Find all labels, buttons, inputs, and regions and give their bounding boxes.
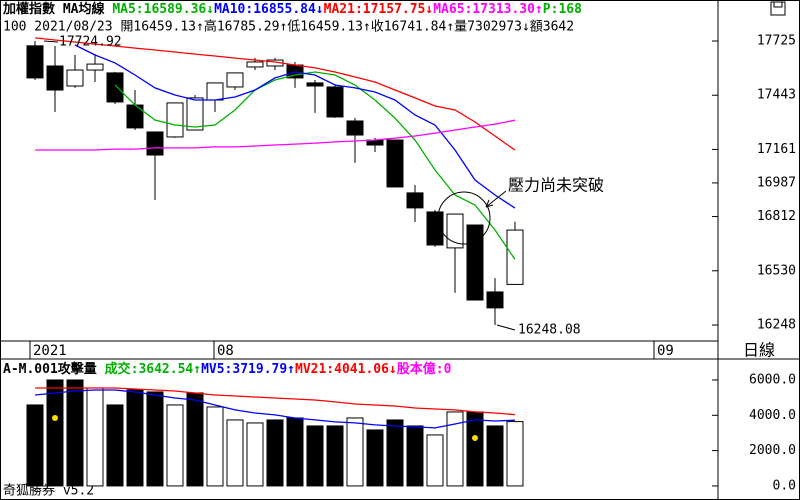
candle-body xyxy=(486,291,504,309)
candle-body xyxy=(206,82,224,101)
candle-body xyxy=(46,65,64,91)
footer: 奇狐勝券 v5.2 xyxy=(3,483,94,499)
candle-body xyxy=(66,69,84,87)
ma-line xyxy=(34,389,516,429)
candle-body xyxy=(246,61,264,68)
volume-bar xyxy=(186,392,204,487)
volume-header: A-M.001攻擊量 成交:3642.54↑MV5:3719.79↑MV21:4… xyxy=(3,361,452,377)
annotation-leader xyxy=(43,40,59,43)
header-line1: 加權指數 MA均線 MA5:16589.36↓MA10:16855.84↓MA2… xyxy=(2,1,582,17)
annotation-leader xyxy=(496,324,516,331)
header-item: A-M.001攻擊量 xyxy=(3,361,105,377)
y-tick-label: 16987 xyxy=(757,175,796,190)
candle-body xyxy=(306,82,324,87)
y-tick-label: 16248 xyxy=(757,318,796,333)
candle-body xyxy=(506,229,524,285)
header-item: MA5:16589.36↓ xyxy=(112,2,214,17)
candle-body xyxy=(346,120,364,136)
y-tick-label: 17443 xyxy=(757,88,796,103)
header-item: 加權指數 MA均線 xyxy=(2,1,112,17)
save-icon-inner xyxy=(773,1,783,8)
y-tick-label: 2000.0 xyxy=(749,443,796,458)
candle-body xyxy=(466,224,484,301)
ma-line xyxy=(35,119,516,151)
candle-body xyxy=(426,211,444,246)
y-tick-label: 16812 xyxy=(757,209,796,224)
annotation-circle xyxy=(437,191,491,245)
header-item: 股本億:0 xyxy=(397,361,452,377)
header-item: MA21:17157.75↓ xyxy=(324,2,434,17)
candle-body xyxy=(146,131,164,156)
volume-bar xyxy=(166,404,184,487)
candle-body xyxy=(326,86,344,118)
volume-bar xyxy=(66,379,84,487)
volume-bar xyxy=(366,429,384,487)
candle-body xyxy=(166,102,184,138)
annotation: 17724.92 xyxy=(59,35,122,50)
candle-body xyxy=(446,213,464,249)
header-item: 成交:3642.54↑ xyxy=(105,361,201,377)
period-label: 日線 xyxy=(743,341,775,360)
ma-line xyxy=(114,71,516,260)
volume-bar xyxy=(126,389,144,487)
annotation: 16248.08 xyxy=(518,323,581,338)
y-tick-label: 0.0 xyxy=(773,478,796,493)
volume-bar xyxy=(326,425,344,487)
volume-bar xyxy=(446,411,464,487)
candle-body xyxy=(106,72,124,103)
ma-line xyxy=(34,37,516,151)
volume-bar xyxy=(386,419,404,487)
ma-line xyxy=(35,387,516,416)
header-item: MA65:17313.30↑ xyxy=(433,2,543,17)
volume-bar xyxy=(246,422,264,487)
candle-body xyxy=(86,63,104,71)
volume-bar xyxy=(106,404,124,487)
volume-bar xyxy=(286,417,304,487)
volume-bar xyxy=(306,425,324,487)
header-item: MV5:3719.79↑ xyxy=(201,362,295,377)
volume-bar xyxy=(266,419,284,487)
volume-bar xyxy=(26,404,44,487)
volume-bar xyxy=(146,391,164,487)
volume-bar xyxy=(346,417,364,487)
header-line2: 100 2021/08/23 開16459.13↑高16785.29↑低1645… xyxy=(3,19,574,35)
y-tick-label: 6000.0 xyxy=(749,372,796,387)
candle-body xyxy=(226,72,244,88)
signal-dot xyxy=(472,435,478,441)
x-tick-label: 08 xyxy=(217,343,234,359)
volume-bar xyxy=(206,406,224,487)
candle-body xyxy=(406,192,424,209)
y-tick-label: 16530 xyxy=(757,263,796,278)
signal-dot xyxy=(52,415,58,421)
header-item: MA10:16855.84↓ xyxy=(214,2,324,17)
candle-body xyxy=(386,139,404,188)
candle-body xyxy=(186,97,204,131)
y-tick-label: 17725 xyxy=(757,33,796,48)
y-tick-label: 4000.0 xyxy=(749,408,796,423)
ma-line xyxy=(74,44,516,209)
candle-body xyxy=(26,45,44,79)
volume-bar xyxy=(46,379,64,487)
volume-bar xyxy=(426,434,444,487)
header-item: P:168 xyxy=(543,2,582,17)
y-tick-label: 17161 xyxy=(757,142,796,157)
volume-bar xyxy=(406,425,424,487)
annotation-arrow xyxy=(485,190,507,208)
volume-bar xyxy=(486,425,504,487)
annotation: 壓力尚未突破 xyxy=(508,176,604,195)
x-tick-label: 2021 xyxy=(33,343,67,359)
header-item: MV21:4041.06↓ xyxy=(295,362,397,377)
volume-bar xyxy=(506,421,524,487)
x-tick-label: 09 xyxy=(657,343,674,359)
volume-bar xyxy=(86,387,104,487)
volume-bar xyxy=(466,411,484,487)
volume-bar xyxy=(226,419,244,487)
